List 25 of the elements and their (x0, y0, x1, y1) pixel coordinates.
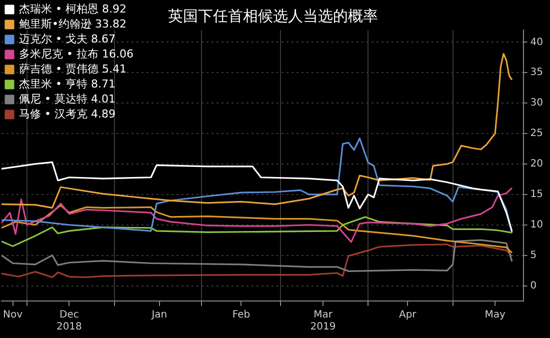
y-tick-label: 15 (530, 189, 544, 200)
y-tick-label: 30 (530, 98, 544, 109)
legend-label: 马修 • 汉考克 4.89 (18, 107, 116, 120)
y-tick-label: 5 (530, 250, 537, 261)
legend-label: 鲍里斯•约翰逊 33.82 (18, 17, 126, 30)
legend-label: 多米尼克 • 拉布 16.06 (18, 47, 134, 60)
x-tick-label: Nov (2, 310, 23, 321)
y-tick-label: 10 (530, 219, 544, 230)
y-tick-label: 20 (530, 158, 544, 170)
chart-title: 英国下任首相候选人当选的概率 (168, 6, 378, 25)
x-tick-label: Feb (232, 310, 250, 321)
legend-label: 杰瑞米 • 柯柏恩 8.92 (18, 2, 126, 16)
x-tick-label: May (484, 310, 506, 321)
x-tick-label: Mar 2019 (310, 310, 336, 333)
x-tick-label: Jan (150, 310, 168, 321)
legend-label: 佩尼 • 莫达特 4.01 (18, 92, 116, 106)
y-tick-label: 0 (530, 280, 537, 292)
y-tick-label: 35 (530, 67, 544, 78)
x-tick-label: Apr (398, 310, 418, 321)
y-tick-label: 25 (530, 128, 544, 140)
legend-label: 萨吉德 • 贾伟德 5.41 (18, 62, 126, 76)
legend-label: 杰里米 • 亨特 8.71 (18, 77, 116, 90)
y-tick-label: 40 (530, 36, 544, 48)
legend-label: 迈克尔 • 戈夫 8.67 (18, 32, 116, 46)
x-tick-label: Dec 2018 (56, 310, 82, 333)
